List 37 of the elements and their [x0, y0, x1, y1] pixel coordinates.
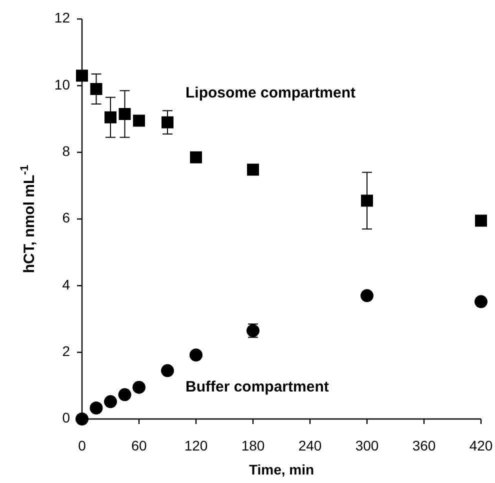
- x-tick-label: 60: [131, 438, 147, 454]
- y-tick-label: 12: [54, 10, 70, 26]
- x-tick-label: 420: [469, 438, 493, 454]
- y-tick-label: 2: [62, 343, 70, 360]
- y-tick-label: 6: [62, 210, 70, 226]
- x-tick-label: 0: [78, 438, 86, 454]
- y-tick-label: 8: [62, 143, 70, 160]
- point: [360, 289, 374, 302]
- y-tick-label: 0: [62, 410, 70, 426]
- x-axis-title: Time, min: [248, 462, 314, 478]
- point: [90, 83, 102, 95]
- series-label: Liposome compartment: [186, 84, 356, 102]
- point: [76, 412, 88, 426]
- x-tick-label: 240: [298, 438, 322, 454]
- point: [118, 108, 131, 120]
- point: [190, 151, 202, 164]
- x-tick-label: 360: [412, 438, 436, 454]
- point: [90, 402, 103, 414]
- point: [118, 388, 132, 402]
- point: [475, 214, 487, 227]
- point: [162, 116, 174, 128]
- series-label: Buffer compartment: [186, 378, 329, 396]
- point: [132, 380, 146, 394]
- point: [76, 70, 88, 82]
- point: [104, 395, 117, 408]
- point: [190, 348, 202, 362]
- x-tick-label: 120: [184, 438, 208, 454]
- x-tick-label: 300: [355, 438, 379, 454]
- point: [474, 295, 488, 308]
- point: [247, 164, 259, 176]
- point: [133, 114, 145, 127]
- y-tick-label: 10: [54, 76, 70, 92]
- point: [361, 194, 373, 207]
- point: [104, 111, 116, 124]
- point: [161, 364, 174, 378]
- x-tick-label: 180: [241, 438, 265, 454]
- y-tick-label: 4: [62, 276, 70, 292]
